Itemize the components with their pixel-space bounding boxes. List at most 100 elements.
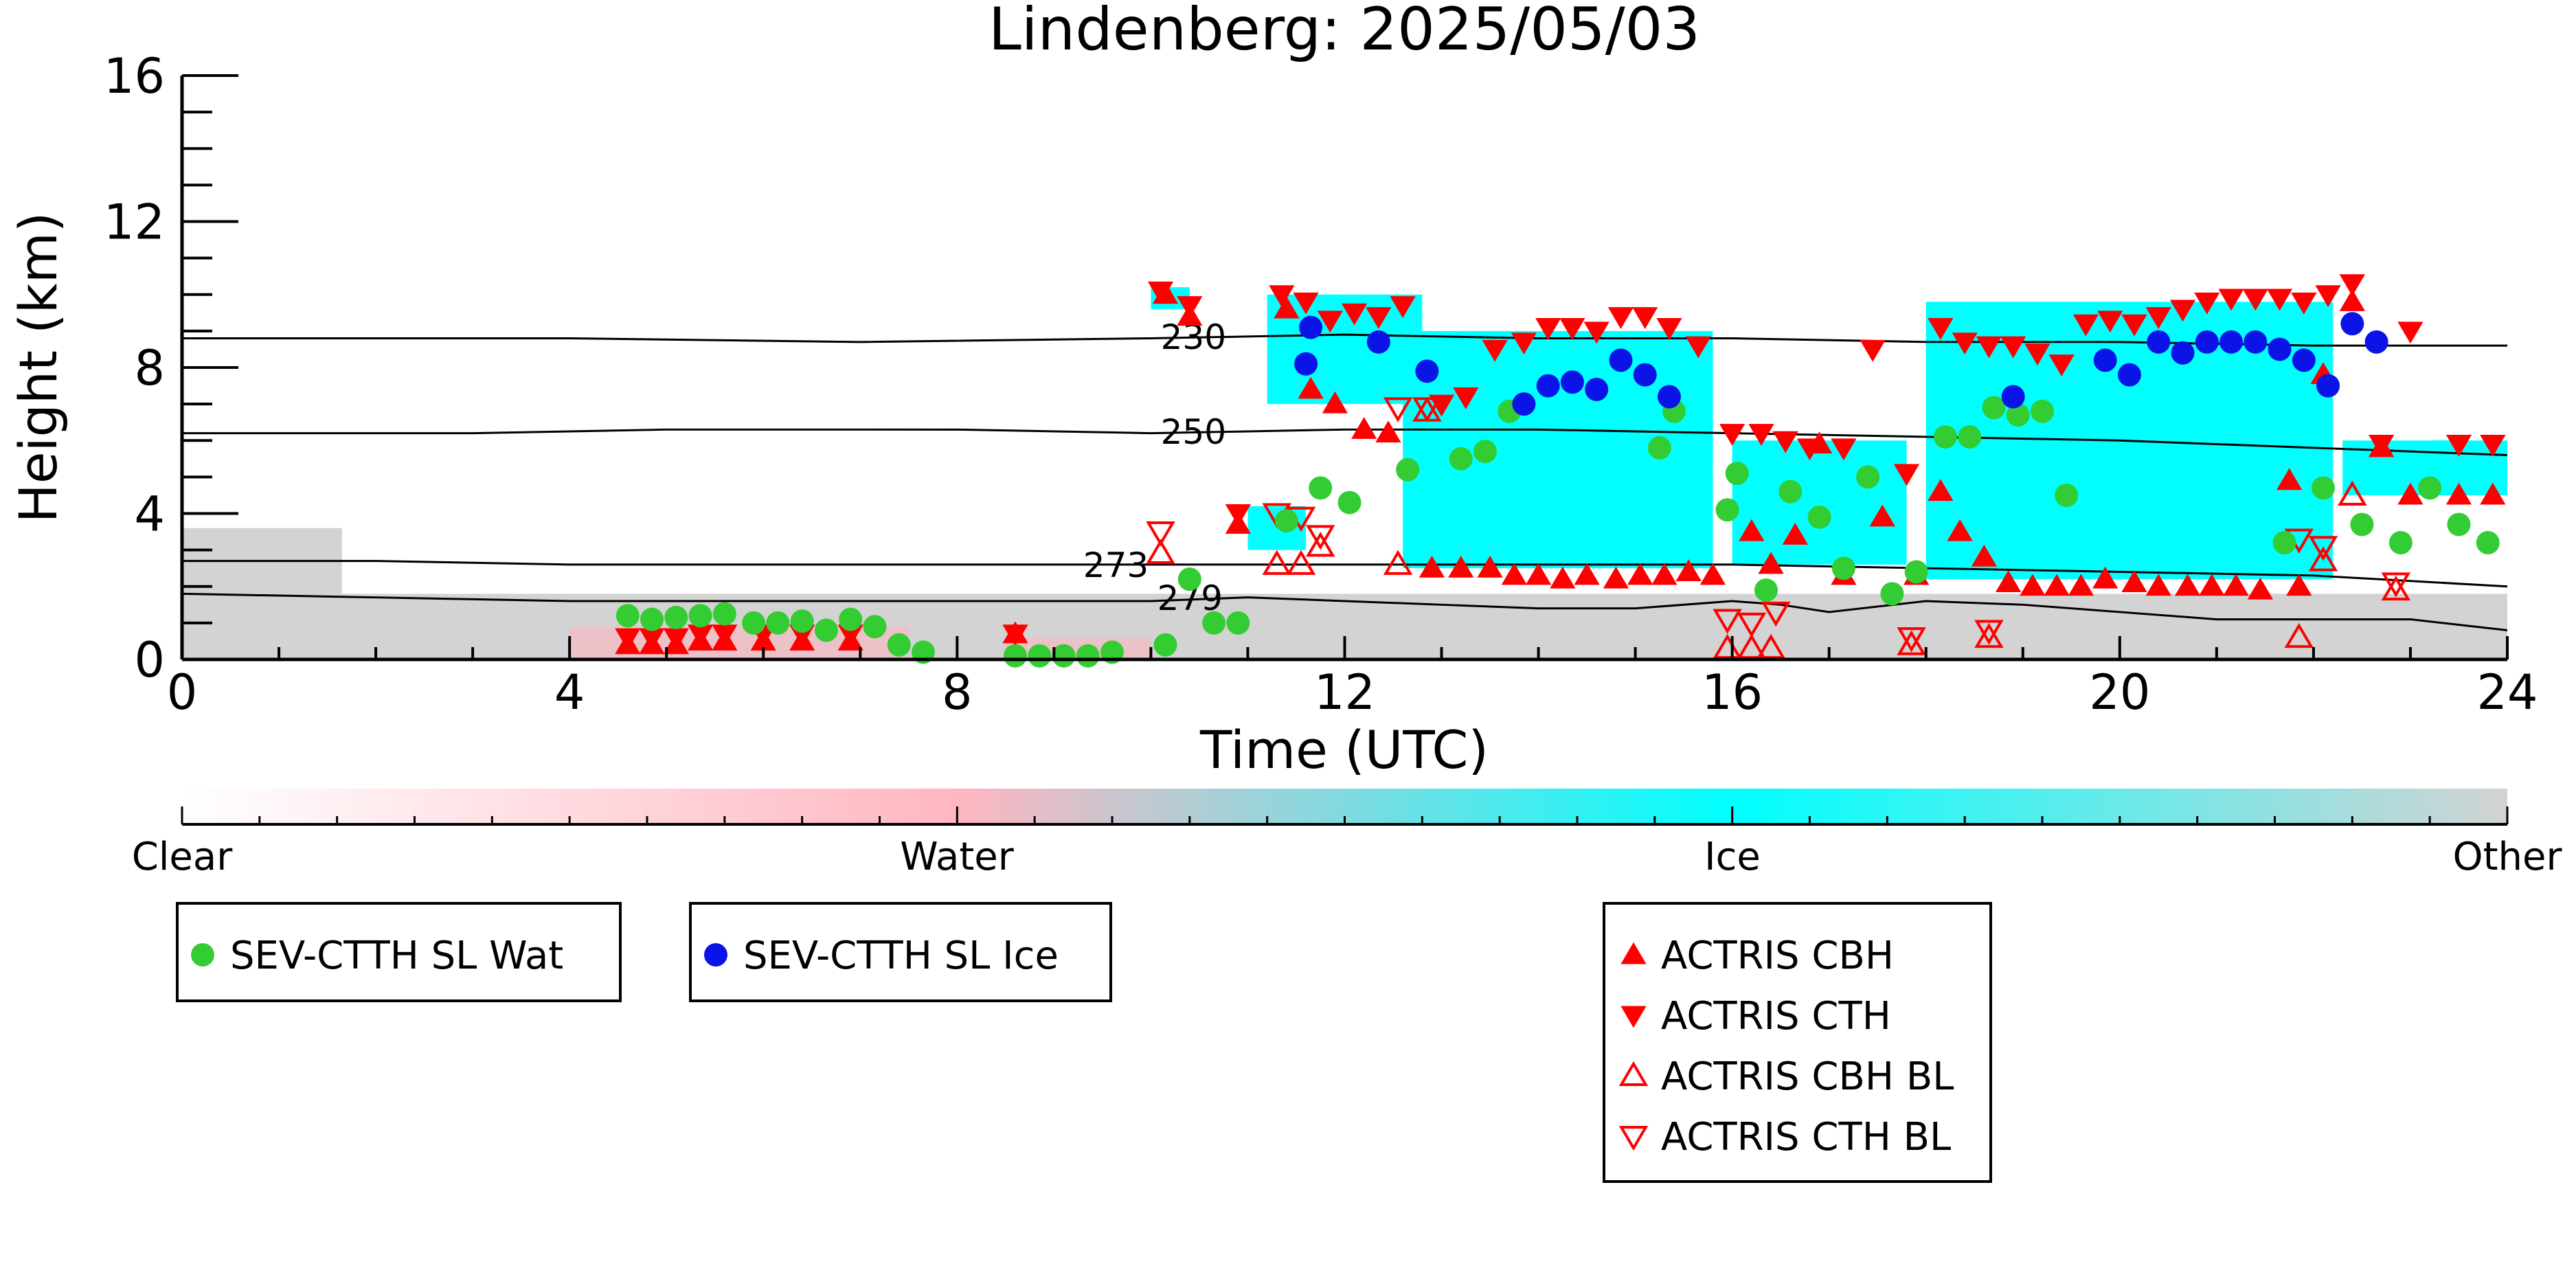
x-tick-label-12: 12 [1314, 664, 1375, 721]
isotherm-250 [182, 428, 2507, 456]
point-sev-ctth-sl-ice [2316, 374, 2340, 398]
point-actris-cth [1772, 431, 1798, 453]
point-actris-cth [2291, 292, 2317, 315]
point-actris-cth-bl [1146, 521, 1175, 547]
point-sev-ctth-sl-wat [1778, 479, 1803, 504]
point-sev-ctth-sl-wat [1880, 582, 1904, 606]
point-sev-ctth-sl-wat [1715, 498, 1739, 522]
point-actris-cth [1147, 281, 1174, 304]
point-sev-ctth-sl-wat [887, 633, 911, 657]
point-actris-cth [1976, 336, 2002, 359]
point-actris-cth [2242, 289, 2268, 311]
point-sev-ctth-sl-wat [2031, 399, 2054, 423]
point-actris-cbh [1699, 563, 1726, 585]
point-sev-ctth-sl-wat [1153, 633, 1177, 657]
colorbar-label-other: Other [2452, 835, 2562, 879]
point-actris-cth-bl [1412, 397, 1442, 422]
point-actris-cbh-bl [1146, 539, 1175, 564]
point-actris-cth [1656, 318, 1682, 340]
legend-box-sev-ice [689, 902, 1112, 1002]
x-tick-label-8: 8 [942, 664, 973, 721]
point-sev-ctth-sl-wat [1274, 509, 1298, 533]
point-sev-ctth-sl-wat [1725, 462, 1749, 486]
point-actris-cth [2000, 336, 2026, 359]
point-actris-cbh [1947, 519, 1973, 541]
point-sev-ctth-sl-ice [1415, 359, 1439, 383]
point-sev-ctth-sl-ice [1585, 377, 1609, 401]
point-sev-ctth-sl-wat [664, 605, 688, 629]
legend-marker-sev-ctth-sl-ice [704, 943, 727, 967]
point-actris-cbh-bl [2338, 480, 2367, 506]
point-actris-cbh [1995, 570, 2022, 592]
point-sev-ctth-sl-wat [2476, 531, 2500, 554]
point-actris-cbh-bl [2381, 575, 2411, 601]
point-actris-cbh [2276, 468, 2303, 490]
point-sev-ctth-sl-wat [1226, 611, 1250, 635]
y-tick-label-4: 4 [134, 486, 165, 543]
point-sev-ctth-sl-wat [2350, 512, 2374, 536]
point-sev-ctth-sl-wat [688, 604, 712, 628]
point-actris-cth [2445, 435, 2472, 457]
point-sev-ctth-sl-ice [2117, 363, 2141, 387]
point-sev-ctth-sl-wat [1449, 447, 1473, 471]
point-actris-cbh [2020, 574, 2046, 596]
point-sev-ctth-sl-wat [814, 618, 838, 642]
legend-marker-actris-cbh [1620, 942, 1647, 964]
point-actris-cth [2048, 354, 2075, 377]
x-tick-label-4: 4 [554, 664, 585, 721]
point-actris-cbh [1375, 420, 1401, 443]
point-sev-ctth-sl-ice [2171, 341, 2195, 365]
point-actris-cth [1632, 307, 1658, 329]
point-actris-cth [2024, 343, 2050, 366]
point-sev-ctth-sl-ice [1294, 352, 1318, 376]
point-actris-cth [2480, 435, 2506, 457]
y-tick-label-8: 8 [134, 340, 165, 396]
point-actris-cth [2218, 289, 2244, 311]
point-sev-ctth-sl-ice [2268, 337, 2292, 361]
point-sev-ctth-sl-wat [1933, 425, 1957, 449]
point-actris-cth [2397, 321, 2424, 344]
colorbar-label-clear: Clear [132, 835, 233, 879]
point-sev-ctth-sl-wat [1337, 490, 1362, 515]
point-actris-cth [1177, 296, 1203, 319]
legend: SEV-CTTH SL Wat SEV-CTTH SL Ice ACTRIS CBH… [176, 902, 1992, 1183]
point-actris-cbh [2339, 289, 2365, 311]
point-sev-ctth-sl-wat [1003, 644, 1027, 668]
point-actris-cth [1893, 464, 1920, 486]
point-sev-ctth-sl-wat [742, 611, 766, 635]
point-actris-cbh [1782, 523, 1808, 545]
point-sev-ctth-sl-ice [1560, 370, 1584, 394]
point-sev-ctth-sl-wat [1982, 396, 2006, 420]
point-sev-ctth-sl-wat [2447, 512, 2471, 536]
point-actris-cth [2266, 289, 2293, 311]
point-actris-cbh [1627, 563, 1653, 585]
point-actris-cth [2369, 435, 2395, 457]
point-actris-cbh [2445, 482, 2472, 505]
point-sev-ctth-sl-ice [1512, 392, 1536, 416]
point-actris-cbh [1928, 479, 1954, 501]
point-actris-cth-bl [1383, 397, 1413, 422]
point-actris-cbh [1525, 563, 1552, 585]
point-actris-cth-bl [2381, 572, 2411, 598]
legend-label-sev-ctth-sl-ice: SEV-CTTH SL Ice [743, 934, 1059, 978]
colorbar-ticks [181, 806, 2509, 824]
point-sev-ctth-sl-ice [1633, 363, 1657, 387]
x-tick-label-20: 20 [2089, 664, 2150, 721]
point-sev-ctth-sl-wat [1831, 556, 1855, 580]
point-actris-cbh [2397, 482, 2424, 505]
legend-marker-sev-ctth-sl-wat [191, 943, 214, 967]
isotherm-273 [182, 560, 2507, 588]
point-actris-cth-bl [1713, 609, 1742, 634]
point-actris-cth-bl [1897, 627, 1926, 653]
legend-marker-actris-cbh-bl [1618, 1061, 1649, 1087]
colorbar-label-ice: Ice [1704, 835, 1761, 879]
legend-label-actris-cbh: ACTRIS CBH [1661, 934, 1894, 978]
point-actris-cth [1719, 424, 1745, 446]
point-actris-cth-bl [1974, 620, 2004, 645]
point-sev-ctth-sl-wat [2006, 403, 2030, 427]
point-sev-ctth-sl-wat [1309, 476, 1333, 500]
point-sev-ctth-sl-wat [615, 604, 640, 628]
point-actris-cbh [1869, 504, 1895, 527]
point-actris-cbh-bl [1383, 550, 1413, 575]
